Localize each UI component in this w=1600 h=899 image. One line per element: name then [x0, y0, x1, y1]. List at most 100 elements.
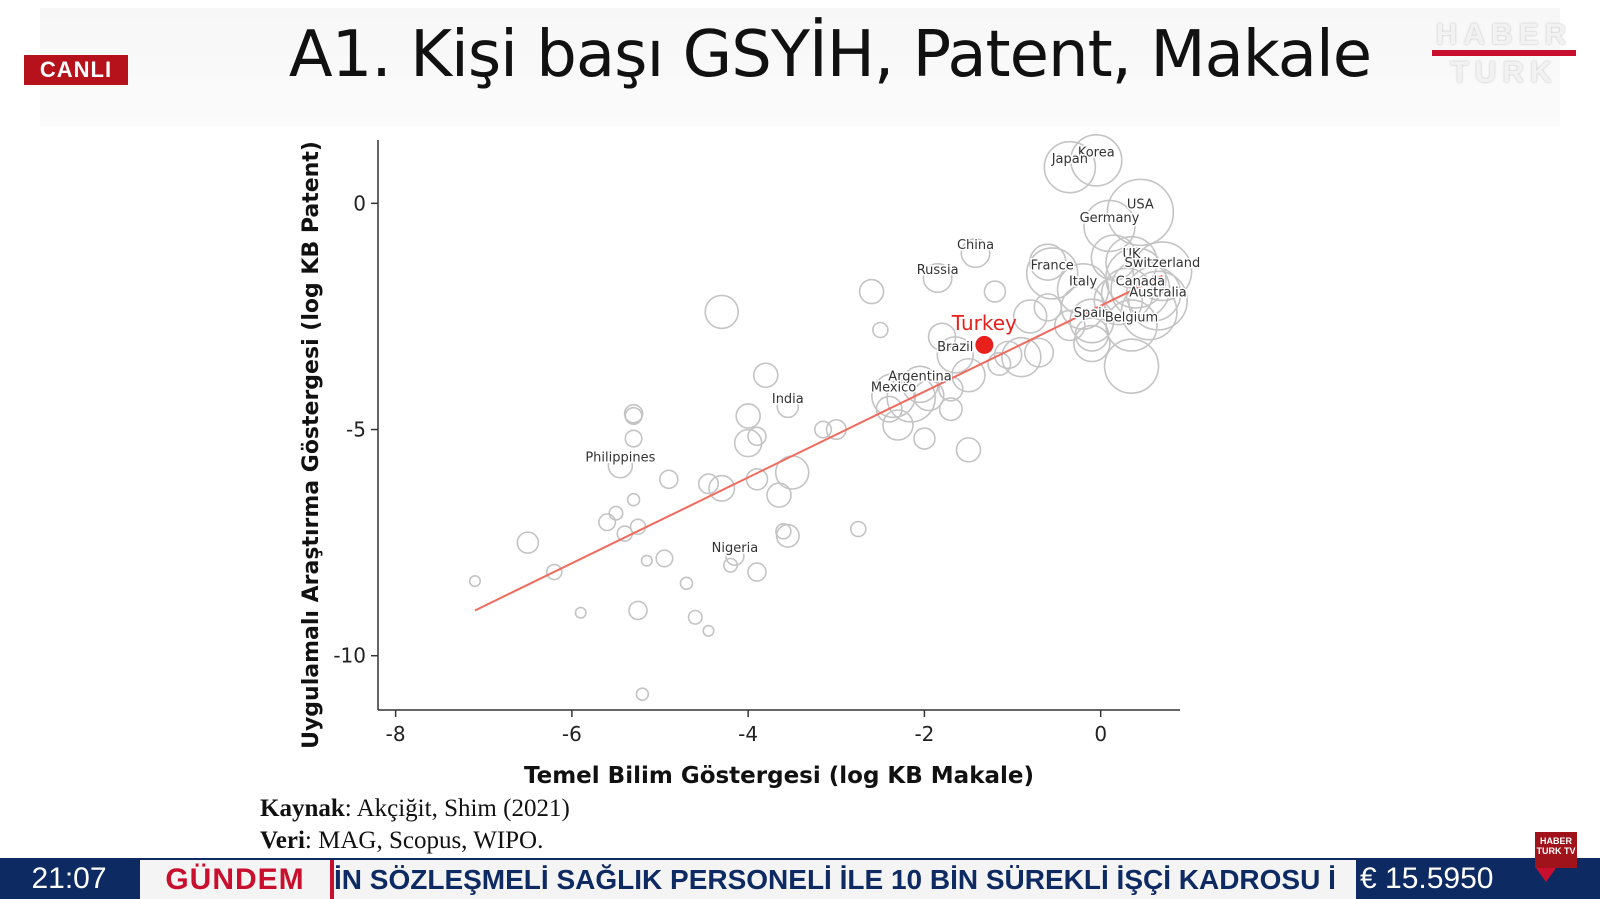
- ticker-clock: 21:07: [31, 862, 107, 895]
- logo-line-2: TURK: [1450, 56, 1558, 89]
- point-label-brazil: Brazil: [937, 340, 973, 355]
- point-label-japan: Japan: [1051, 152, 1088, 167]
- data-point: [745, 467, 769, 491]
- data-point: [1012, 299, 1048, 334]
- point-label-switzerland: Switzerland: [1124, 256, 1200, 271]
- data-point: [858, 278, 885, 305]
- data-point: [516, 531, 540, 554]
- point-label-france: France: [1031, 258, 1074, 273]
- data-value: : MAG, Scopus, WIPO.: [304, 827, 544, 854]
- data-point: [747, 562, 767, 582]
- point-label-nigeria: Nigeria: [712, 541, 759, 556]
- data-point: [679, 576, 694, 591]
- data-point: [882, 409, 914, 441]
- data-point: [1033, 293, 1063, 322]
- title-band: [40, 8, 1560, 126]
- data-point-france: [1025, 247, 1079, 300]
- ticker-separator: [330, 860, 334, 899]
- data-point-brazil: [936, 336, 975, 374]
- data-point: [955, 437, 982, 463]
- x-tick-label: 0: [1094, 722, 1107, 746]
- slide-title: A1. Kişi başı GSYİH, Patent, Makale: [288, 18, 1372, 92]
- live-badge: CANLI: [24, 55, 128, 85]
- data-point-russia: [922, 262, 953, 294]
- data-point: [1093, 275, 1144, 326]
- data-point-korea: [1069, 134, 1123, 187]
- data-point-philippines: [607, 452, 634, 479]
- data-point: [659, 469, 679, 490]
- slide: A1. Kişi başı GSYİH, Patent, Makale -8 -6…: [40, 8, 1560, 857]
- data-point: [825, 418, 847, 441]
- data-point-canada: [1110, 259, 1171, 320]
- data-point: [951, 357, 986, 393]
- point-label-belgium: Belgium: [1105, 310, 1158, 325]
- data-point: [775, 523, 800, 548]
- point-label-russia: Russia: [917, 263, 959, 278]
- data-point: [913, 427, 936, 450]
- data-point-india: [776, 395, 800, 419]
- x-tick-label: -4: [738, 722, 758, 746]
- point-label-argentina: Argentina: [888, 369, 951, 384]
- data-point: [1103, 338, 1160, 394]
- data-point: [708, 474, 736, 502]
- x-tick-label: -2: [914, 722, 934, 746]
- data-point: [655, 549, 674, 568]
- data-point-germany: [1083, 199, 1136, 253]
- data-point: [735, 403, 761, 429]
- data-point: [766, 482, 792, 508]
- data-point: [938, 397, 963, 422]
- data-point: [626, 492, 641, 507]
- data-point: [987, 351, 1012, 376]
- data-point: [702, 624, 715, 637]
- data-point: [850, 520, 867, 538]
- data-point-belgium: [1105, 299, 1158, 352]
- data-point: [624, 406, 643, 426]
- data-point: [468, 575, 481, 588]
- news-ticker: 21:07 GÜNDEM İN SÖZLEŞMELİ SAĞLIK PERSON…: [0, 858, 1600, 899]
- scatter-chart: -8 -6 -4 -2 0 0 -5 -10 Temel Bilim Göstergesi (l…: [299, 134, 1202, 789]
- logo-line-1: HABER: [1435, 18, 1573, 51]
- data-point: [872, 321, 889, 339]
- point-label-china: China: [957, 238, 994, 253]
- data-point: [574, 606, 587, 619]
- data-point-switzerland: [1132, 241, 1193, 302]
- data-point: [1100, 267, 1154, 321]
- data-line: Veri: MAG, Scopus, WIPO.: [260, 825, 570, 857]
- data-point: [624, 429, 643, 448]
- data-point: [608, 505, 624, 521]
- point-label-mexico: Mexico: [871, 381, 916, 396]
- logo-bar: [1432, 50, 1576, 56]
- data-point: [983, 280, 1007, 303]
- data-point: [752, 362, 779, 389]
- point-label-italy: Italy: [1069, 274, 1098, 289]
- source-label: Kaynak: [260, 795, 345, 822]
- data-point: [775, 523, 792, 540]
- data-point: [814, 420, 833, 439]
- data-point: [886, 373, 936, 423]
- arrow-down-icon: [1536, 868, 1556, 882]
- data-point: [623, 403, 644, 424]
- y-tick-label: -10: [333, 644, 366, 668]
- point-label-germany: Germany: [1080, 211, 1140, 226]
- data-label: Veri: [260, 827, 305, 854]
- point-label-korea: Korea: [1078, 145, 1115, 160]
- point-label-canada: Canada: [1116, 274, 1165, 289]
- y-axis-label: Uygulamalı Araştırma Göstergesi (log KB …: [299, 141, 324, 749]
- point-label-uk: UK: [1123, 247, 1142, 262]
- highlight-label: Turkey: [951, 311, 1017, 335]
- data-point: [687, 609, 703, 625]
- channel-logo: HABER TURK: [1432, 18, 1576, 92]
- highlight-point: [975, 335, 994, 354]
- data-point: [628, 600, 648, 621]
- mini-channel-logo: HABER TURK TV: [1535, 832, 1577, 868]
- data-point-nigeria: [725, 546, 745, 566]
- data-point: [1023, 337, 1055, 368]
- data-point: [640, 554, 653, 567]
- source-note: Kaynak: Akçiğit, Shim (2021) Veri: MAG, …: [260, 793, 570, 857]
- point-label-philippines: Philippines: [585, 451, 655, 466]
- point-label-spain: Spain: [1074, 306, 1110, 321]
- data-point-china: [960, 238, 991, 269]
- data-point: [938, 376, 964, 402]
- data-point-japan: [1043, 140, 1097, 194]
- data-point: [1001, 336, 1042, 378]
